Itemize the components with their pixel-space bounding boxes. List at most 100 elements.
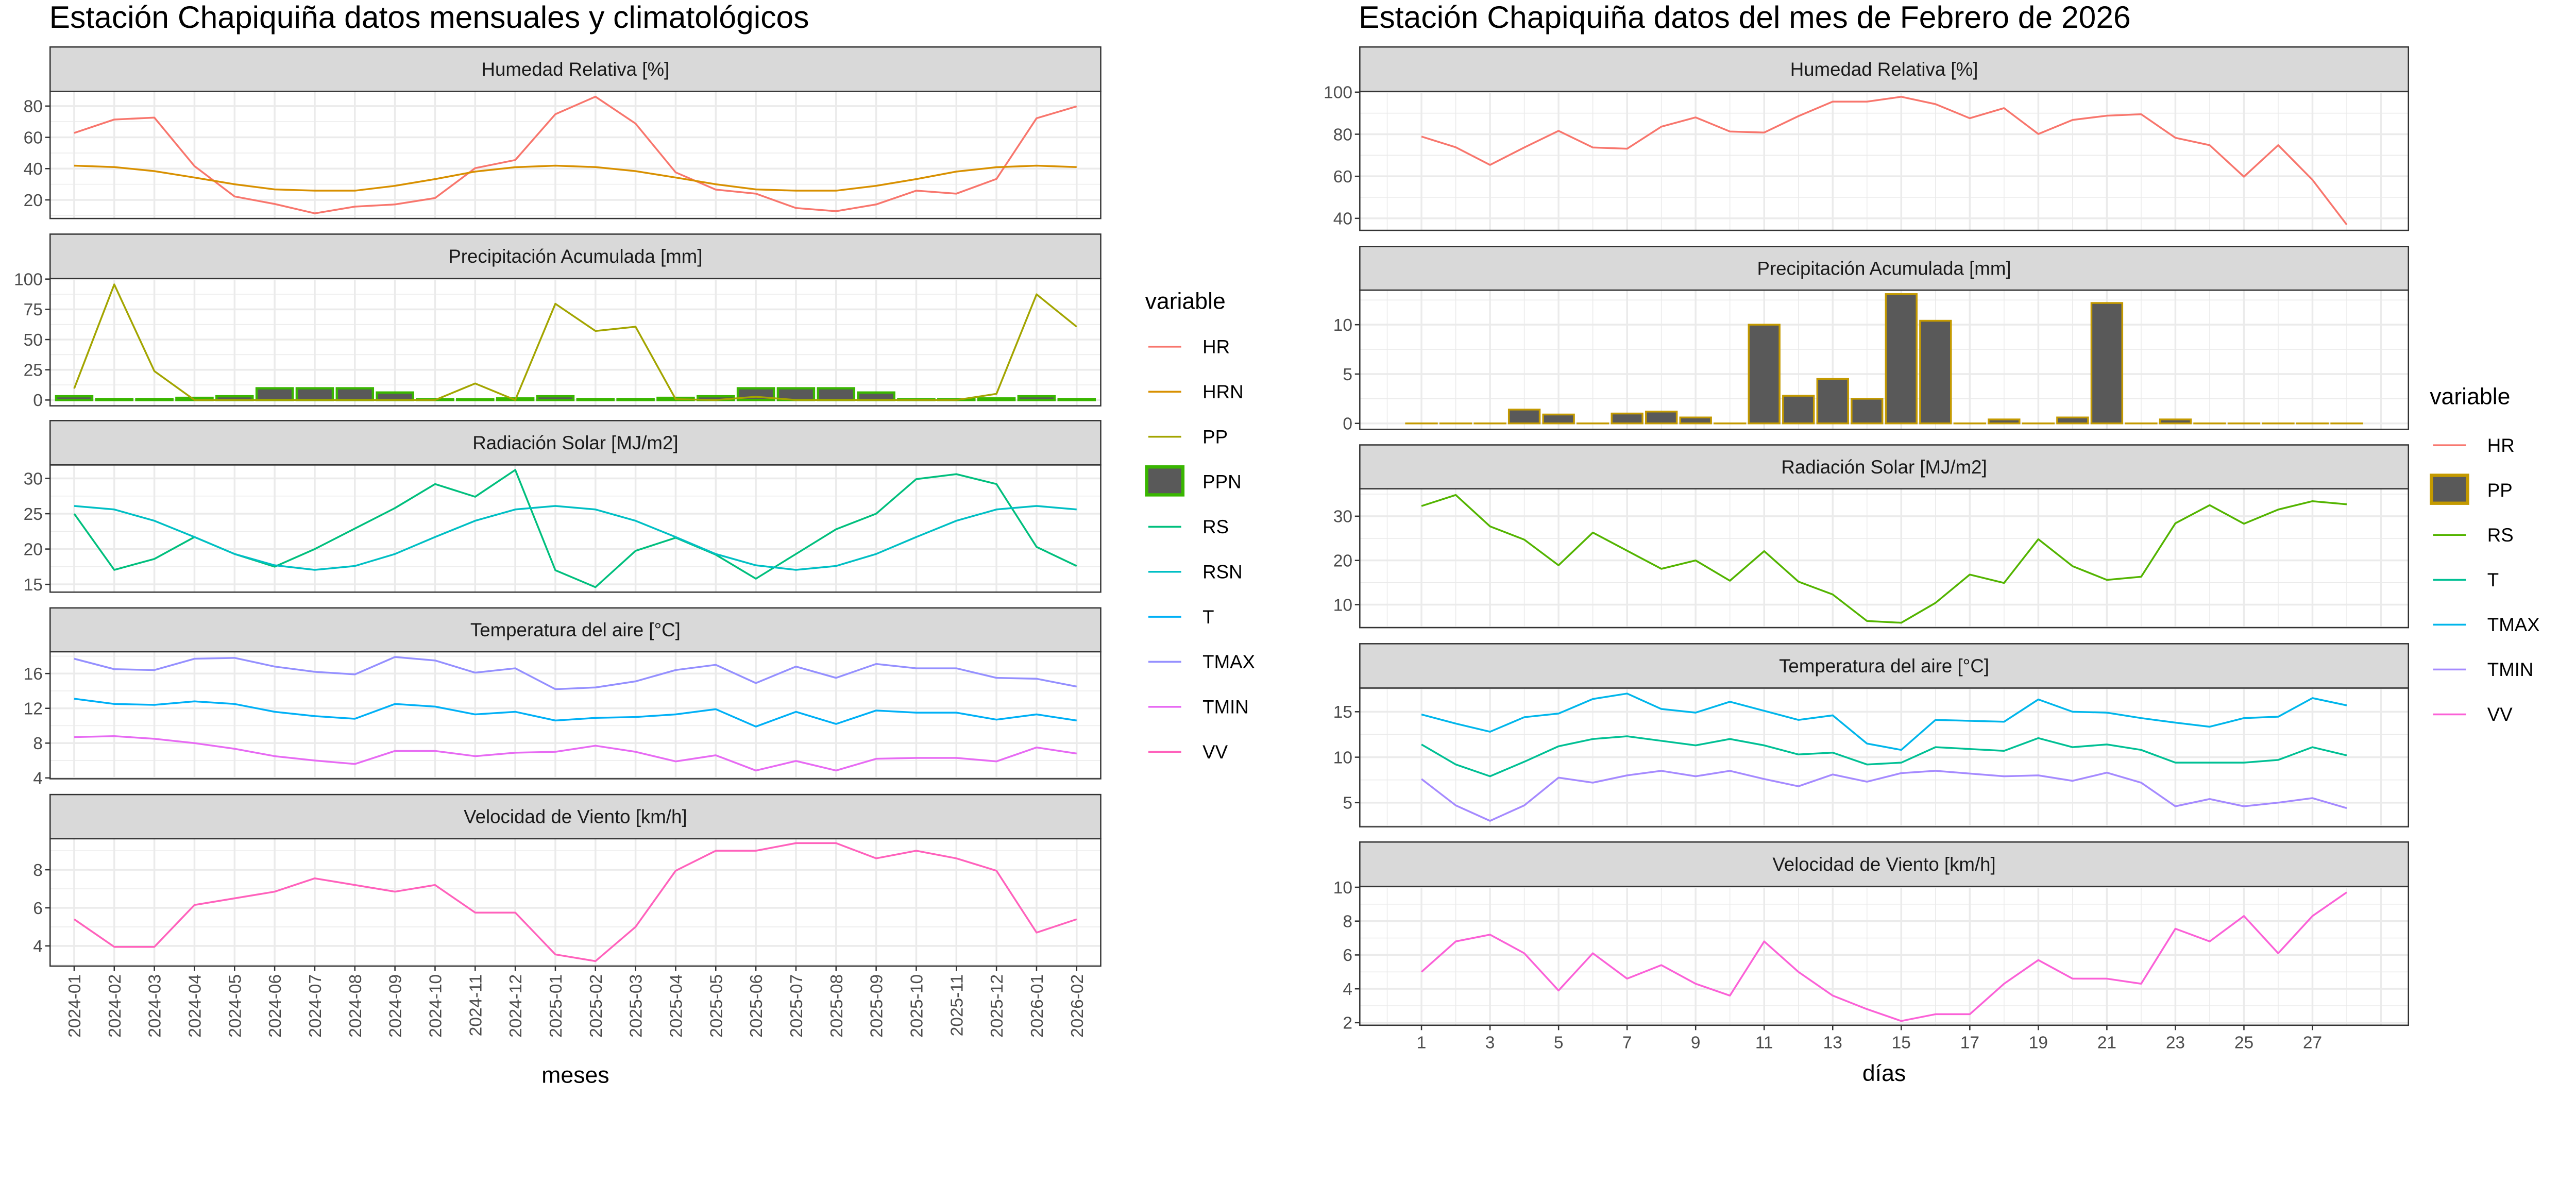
y-tick-label: 4 (33, 937, 43, 956)
x-tick-label: 2026-02 (1068, 974, 1087, 1038)
facet-strip (1359, 841, 2410, 887)
legend-label: HR (1202, 336, 1230, 358)
bar-PP-15 (1885, 293, 1918, 425)
y-tick-label: 25 (24, 505, 43, 524)
y-tick-label: 15 (24, 576, 43, 595)
plot-area (50, 838, 1101, 966)
legend-label: TMIN (2487, 659, 2534, 680)
panel-1: Humedad Relativa [%] 40 60 80 100 (1324, 46, 2410, 231)
bar-PPN-6 (255, 387, 294, 401)
y-tick-label: 80 (24, 97, 43, 116)
plot-area (50, 651, 1101, 779)
y-tick-label: 40 (1333, 210, 1352, 229)
legend-label: HR (2487, 435, 2515, 456)
panel-2: Precipitación Acumulada [mm] 0 5 10 (1333, 246, 2410, 434)
y-tick-label: 6 (33, 899, 43, 918)
facet-title: Radiación Solar [MJ/m2] (1781, 457, 1987, 478)
x-tick-label: 15 (1892, 1033, 1911, 1052)
x-tick-label: 2025-03 (627, 974, 646, 1038)
x-tick-label: 27 (2303, 1033, 2322, 1052)
y-tick-label: 0 (1343, 415, 1352, 434)
legend-item-TMAX: TMAX (2433, 614, 2540, 635)
panel-border (49, 464, 1101, 593)
facet-title: Precipitación Acumulada [mm] (1757, 258, 2011, 279)
x-tick-label: 2024-05 (226, 974, 245, 1038)
y-tick-label: 20 (24, 191, 43, 210)
panel-2: Precipitación Acumulada [mm] 0 25 50 75 100 (14, 233, 1101, 410)
y-tick-label: 10 (1333, 878, 1352, 898)
series-layer (1420, 891, 2348, 1022)
line-PP (73, 283, 1077, 401)
facet-strip (49, 793, 1101, 840)
y-tick-label: 4 (1343, 980, 1352, 999)
x-tick-label: 19 (2029, 1033, 2048, 1052)
legend-label: RSN (1202, 561, 1242, 582)
facet-title: Humedad Relativa [%] (1790, 59, 1978, 80)
bar-PPN-15 (616, 398, 655, 401)
facet-title: Temperatura del aire [°C] (1779, 655, 1989, 677)
legend-item-TMIN: TMIN (2433, 659, 2534, 680)
x-tick-label: 2025-08 (827, 974, 846, 1038)
x-tick-label: 21 (2097, 1033, 2116, 1052)
x-tick-label: 2025-10 (908, 974, 927, 1038)
bar-PP-8 (1645, 410, 1678, 425)
gridlines (1360, 488, 2409, 628)
panel-4: Temperatura del aire [°C] 5 10 15 (1333, 643, 2410, 827)
legend-label: RS (2487, 525, 2514, 546)
series-layer (74, 656, 1077, 772)
legend-label: TMAX (2487, 614, 2540, 635)
x-tick-label: 2024-10 (427, 974, 446, 1038)
y-tick-label: 100 (1324, 83, 1352, 103)
x-tick-label: 2025-12 (988, 974, 1007, 1038)
line-T (1421, 735, 2347, 778)
legend-label: TMAX (1202, 651, 1255, 672)
bar-PPN-3 (135, 398, 174, 401)
x-tick-label: 2024-07 (306, 974, 325, 1038)
line-TMAX (74, 656, 1077, 690)
legend-item-HR: HR (2433, 435, 2515, 456)
facet-strip (1359, 46, 2410, 92)
chart-title: Estación Chapiquiña datos mensuales y cl… (49, 0, 809, 35)
bar-PP-16 (1919, 319, 1952, 425)
bar-PPN-14 (576, 398, 615, 401)
panel-4: Temperatura del aire [°C] 4 8 12 16 (24, 607, 1101, 788)
y-tick-label: 8 (33, 734, 43, 753)
facet-strip (49, 607, 1101, 653)
y-tick-label: 0 (33, 391, 43, 410)
bar-PPN-11 (456, 398, 495, 401)
panel-border (1359, 289, 2410, 430)
legend: variable HR PP RS T TMAX TMIN VV (2430, 384, 2540, 725)
panel-border (49, 838, 1101, 967)
x-tick-label: 23 (2166, 1033, 2185, 1052)
y-tick-label: 100 (14, 270, 43, 289)
bar-PP-21 (2090, 302, 2124, 425)
line-T (74, 698, 1077, 728)
gridlines (50, 651, 1101, 779)
y-tick-label: 20 (1333, 551, 1352, 570)
panel-border (49, 651, 1101, 780)
bar-PPN-20 (817, 387, 856, 401)
x-tick-label: 2025-02 (587, 974, 606, 1038)
bar-PP-4 (1507, 409, 1541, 425)
x-tick-label: 25 (2234, 1033, 2253, 1052)
bar-PP-11 (1748, 324, 1781, 425)
x-tick-label: 11 (1755, 1033, 1773, 1052)
legend-label: TMIN (1202, 697, 1249, 718)
legend-label: VV (1202, 741, 1228, 763)
chart-2: Estación Chapiquiña datos del mes de Feb… (1324, 0, 2539, 1086)
legend-item-T: T (1148, 606, 1214, 628)
y-tick-label: 50 (24, 331, 43, 350)
bar-PP-20 (2056, 416, 2089, 425)
legend: variable HR HRN PP PPN RS RSN T TMAX TMIN VV (1145, 289, 1255, 763)
x-tick-label: 17 (1960, 1033, 1979, 1052)
x-tick-label: 5 (1554, 1033, 1564, 1052)
y-tick-label: 60 (24, 128, 43, 147)
bar-PPN-7 (295, 387, 334, 401)
bar-PP-12 (1782, 395, 1815, 425)
x-tick-label: 2026-01 (1028, 974, 1047, 1038)
series-layer (73, 842, 1077, 962)
facet-title: Velocidad de Viento [km/h] (464, 806, 687, 827)
bar-PP-13 (1816, 378, 1849, 425)
